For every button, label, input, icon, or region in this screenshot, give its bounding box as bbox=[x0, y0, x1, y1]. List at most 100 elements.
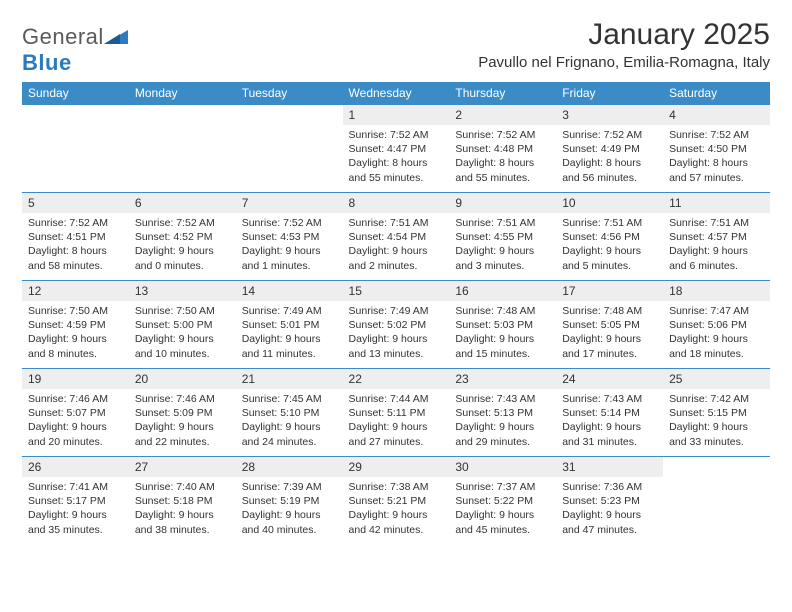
day-number: 7 bbox=[236, 193, 343, 213]
day-number: 10 bbox=[556, 193, 663, 213]
day-number: 5 bbox=[22, 193, 129, 213]
day-number: 16 bbox=[449, 281, 556, 301]
day-info: Sunrise: 7:52 AMSunset: 4:48 PMDaylight:… bbox=[449, 125, 556, 189]
weekday-header: Sunday bbox=[22, 82, 129, 105]
day-number: 28 bbox=[236, 457, 343, 477]
day-info: Sunrise: 7:48 AMSunset: 5:03 PMDaylight:… bbox=[449, 301, 556, 365]
day-number: 25 bbox=[663, 369, 770, 389]
calendar-day-cell: 16Sunrise: 7:48 AMSunset: 5:03 PMDayligh… bbox=[449, 281, 556, 369]
calendar-day-cell: 11Sunrise: 7:51 AMSunset: 4:57 PMDayligh… bbox=[663, 193, 770, 281]
day-info: Sunrise: 7:51 AMSunset: 4:55 PMDaylight:… bbox=[449, 213, 556, 277]
calendar-week-row: ......1Sunrise: 7:52 AMSunset: 4:47 PMDa… bbox=[22, 105, 770, 193]
day-info: Sunrise: 7:41 AMSunset: 5:17 PMDaylight:… bbox=[22, 477, 129, 541]
calendar-day-cell: 17Sunrise: 7:48 AMSunset: 5:05 PMDayligh… bbox=[556, 281, 663, 369]
day-info: Sunrise: 7:46 AMSunset: 5:09 PMDaylight:… bbox=[129, 389, 236, 453]
calendar-day-cell: 29Sunrise: 7:38 AMSunset: 5:21 PMDayligh… bbox=[343, 457, 450, 545]
day-info: Sunrise: 7:51 AMSunset: 4:57 PMDaylight:… bbox=[663, 213, 770, 277]
calendar-day-cell: 3Sunrise: 7:52 AMSunset: 4:49 PMDaylight… bbox=[556, 105, 663, 193]
calendar-day-cell: 8Sunrise: 7:51 AMSunset: 4:54 PMDaylight… bbox=[343, 193, 450, 281]
day-number: 3 bbox=[556, 105, 663, 125]
calendar-day-cell: 14Sunrise: 7:49 AMSunset: 5:01 PMDayligh… bbox=[236, 281, 343, 369]
brand-text-b: Blue bbox=[22, 50, 72, 75]
day-number: 19 bbox=[22, 369, 129, 389]
weekday-header: Friday bbox=[556, 82, 663, 105]
brand-logo: General Blue bbox=[22, 24, 128, 76]
calendar-day-cell: 21Sunrise: 7:45 AMSunset: 5:10 PMDayligh… bbox=[236, 369, 343, 457]
day-number: 2 bbox=[449, 105, 556, 125]
day-info: Sunrise: 7:43 AMSunset: 5:13 PMDaylight:… bbox=[449, 389, 556, 453]
weekday-header: Tuesday bbox=[236, 82, 343, 105]
day-number: 29 bbox=[343, 457, 450, 477]
day-number: 27 bbox=[129, 457, 236, 477]
day-info: Sunrise: 7:52 AMSunset: 4:47 PMDaylight:… bbox=[343, 125, 450, 189]
weekday-header: Saturday bbox=[663, 82, 770, 105]
calendar-day-cell: 18Sunrise: 7:47 AMSunset: 5:06 PMDayligh… bbox=[663, 281, 770, 369]
day-info: Sunrise: 7:44 AMSunset: 5:11 PMDaylight:… bbox=[343, 389, 450, 453]
header: General Blue January 2025 Pavullo nel Fr… bbox=[22, 18, 770, 76]
day-info: Sunrise: 7:52 AMSunset: 4:53 PMDaylight:… bbox=[236, 213, 343, 277]
weekday-header-row: Sunday Monday Tuesday Wednesday Thursday… bbox=[22, 82, 770, 105]
day-number: 31 bbox=[556, 457, 663, 477]
day-info: Sunrise: 7:49 AMSunset: 5:01 PMDaylight:… bbox=[236, 301, 343, 365]
calendar-day-cell: 30Sunrise: 7:37 AMSunset: 5:22 PMDayligh… bbox=[449, 457, 556, 545]
calendar-day-cell: .. bbox=[22, 105, 129, 193]
day-number: 23 bbox=[449, 369, 556, 389]
calendar-day-cell: 12Sunrise: 7:50 AMSunset: 4:59 PMDayligh… bbox=[22, 281, 129, 369]
day-info: Sunrise: 7:50 AMSunset: 5:00 PMDaylight:… bbox=[129, 301, 236, 365]
calendar-week-row: 12Sunrise: 7:50 AMSunset: 4:59 PMDayligh… bbox=[22, 281, 770, 369]
calendar-day-cell: 5Sunrise: 7:52 AMSunset: 4:51 PMDaylight… bbox=[22, 193, 129, 281]
calendar-day-cell: 22Sunrise: 7:44 AMSunset: 5:11 PMDayligh… bbox=[343, 369, 450, 457]
calendar-week-row: 5Sunrise: 7:52 AMSunset: 4:51 PMDaylight… bbox=[22, 193, 770, 281]
day-info: Sunrise: 7:52 AMSunset: 4:49 PMDaylight:… bbox=[556, 125, 663, 189]
calendar-day-cell: 25Sunrise: 7:42 AMSunset: 5:15 PMDayligh… bbox=[663, 369, 770, 457]
location-text: Pavullo nel Frignano, Emilia-Romagna, It… bbox=[478, 54, 770, 71]
day-info: Sunrise: 7:52 AMSunset: 4:51 PMDaylight:… bbox=[22, 213, 129, 277]
title-block: January 2025 Pavullo nel Frignano, Emili… bbox=[478, 18, 770, 71]
calendar-day-cell: 23Sunrise: 7:43 AMSunset: 5:13 PMDayligh… bbox=[449, 369, 556, 457]
day-info: Sunrise: 7:45 AMSunset: 5:10 PMDaylight:… bbox=[236, 389, 343, 453]
calendar-day-cell: 15Sunrise: 7:49 AMSunset: 5:02 PMDayligh… bbox=[343, 281, 450, 369]
calendar-day-cell: 4Sunrise: 7:52 AMSunset: 4:50 PMDaylight… bbox=[663, 105, 770, 193]
calendar-day-cell: .. bbox=[663, 457, 770, 545]
day-info: Sunrise: 7:43 AMSunset: 5:14 PMDaylight:… bbox=[556, 389, 663, 453]
day-number: 21 bbox=[236, 369, 343, 389]
day-number: 20 bbox=[129, 369, 236, 389]
day-info: Sunrise: 7:40 AMSunset: 5:18 PMDaylight:… bbox=[129, 477, 236, 541]
calendar-day-cell: 28Sunrise: 7:39 AMSunset: 5:19 PMDayligh… bbox=[236, 457, 343, 545]
day-number: 8 bbox=[343, 193, 450, 213]
day-number: 15 bbox=[343, 281, 450, 301]
calendar-day-cell: 19Sunrise: 7:46 AMSunset: 5:07 PMDayligh… bbox=[22, 369, 129, 457]
weekday-header: Thursday bbox=[449, 82, 556, 105]
day-info: Sunrise: 7:37 AMSunset: 5:22 PMDaylight:… bbox=[449, 477, 556, 541]
calendar-day-cell: .. bbox=[129, 105, 236, 193]
day-number: 13 bbox=[129, 281, 236, 301]
day-info: Sunrise: 7:39 AMSunset: 5:19 PMDaylight:… bbox=[236, 477, 343, 541]
day-number: 17 bbox=[556, 281, 663, 301]
calendar-day-cell: 20Sunrise: 7:46 AMSunset: 5:09 PMDayligh… bbox=[129, 369, 236, 457]
calendar-day-cell: 26Sunrise: 7:41 AMSunset: 5:17 PMDayligh… bbox=[22, 457, 129, 545]
month-title: January 2025 bbox=[478, 18, 770, 52]
calendar-day-cell: .. bbox=[236, 105, 343, 193]
brand-text-a: General bbox=[22, 24, 104, 49]
weekday-header: Wednesday bbox=[343, 82, 450, 105]
calendar-day-cell: 13Sunrise: 7:50 AMSunset: 5:00 PMDayligh… bbox=[129, 281, 236, 369]
day-info: Sunrise: 7:49 AMSunset: 5:02 PMDaylight:… bbox=[343, 301, 450, 365]
brand-triangle-icon bbox=[104, 26, 128, 44]
day-number: 24 bbox=[556, 369, 663, 389]
day-info: Sunrise: 7:51 AMSunset: 4:54 PMDaylight:… bbox=[343, 213, 450, 277]
day-number: 14 bbox=[236, 281, 343, 301]
calendar-day-cell: 6Sunrise: 7:52 AMSunset: 4:52 PMDaylight… bbox=[129, 193, 236, 281]
day-info: Sunrise: 7:51 AMSunset: 4:56 PMDaylight:… bbox=[556, 213, 663, 277]
calendar-day-cell: 24Sunrise: 7:43 AMSunset: 5:14 PMDayligh… bbox=[556, 369, 663, 457]
calendar-day-cell: 1Sunrise: 7:52 AMSunset: 4:47 PMDaylight… bbox=[343, 105, 450, 193]
calendar-day-cell: 7Sunrise: 7:52 AMSunset: 4:53 PMDaylight… bbox=[236, 193, 343, 281]
day-info: Sunrise: 7:50 AMSunset: 4:59 PMDaylight:… bbox=[22, 301, 129, 365]
day-number: 30 bbox=[449, 457, 556, 477]
calendar-day-cell: 27Sunrise: 7:40 AMSunset: 5:18 PMDayligh… bbox=[129, 457, 236, 545]
day-info: Sunrise: 7:36 AMSunset: 5:23 PMDaylight:… bbox=[556, 477, 663, 541]
day-number: 6 bbox=[129, 193, 236, 213]
day-info: Sunrise: 7:48 AMSunset: 5:05 PMDaylight:… bbox=[556, 301, 663, 365]
day-info: Sunrise: 7:52 AMSunset: 4:52 PMDaylight:… bbox=[129, 213, 236, 277]
day-number: 12 bbox=[22, 281, 129, 301]
day-info: Sunrise: 7:47 AMSunset: 5:06 PMDaylight:… bbox=[663, 301, 770, 365]
